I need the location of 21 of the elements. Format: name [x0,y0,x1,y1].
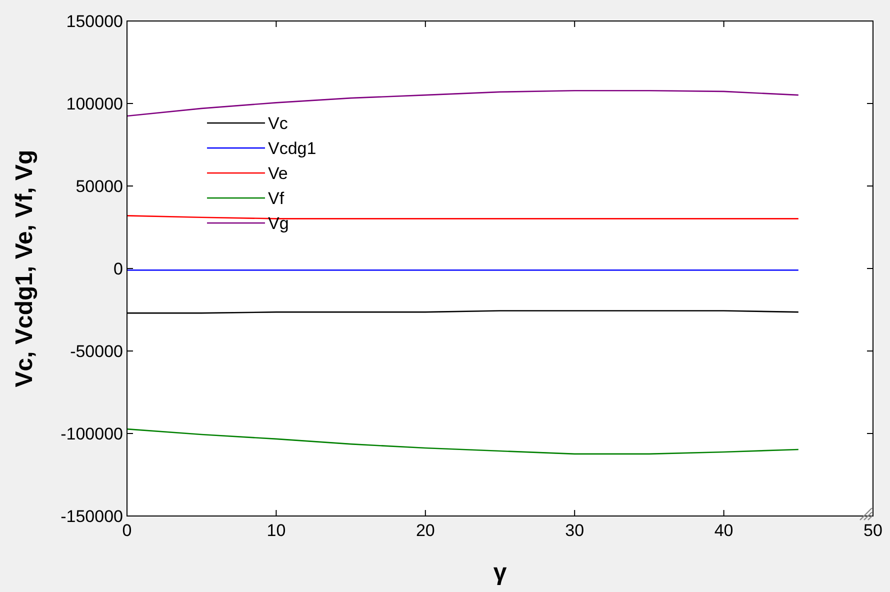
y-tick-label: 150000 [66,12,123,31]
line-series [126,428,800,455]
x-tick-label: 20 [416,521,435,540]
legend-label: Vg [268,214,289,233]
legend-label: Ve [268,164,288,183]
y-tick-label: 0 [114,259,123,278]
legend-label: Vf [268,188,284,208]
y-axis-title: Vc, Vcdg1, Ve, Vf, Vg [11,150,38,388]
legend-label: Vc [268,114,288,133]
y-tick-label: 50000 [76,176,123,196]
y-tick-label: -150000 [60,506,123,526]
legend-label: Vcdg1 [268,138,316,158]
line-series [126,90,800,117]
x-tick-label: 30 [565,521,584,540]
x-tick-label: 10 [266,521,286,540]
y-tick-label: -100000 [60,424,123,444]
x-tick-label: 50 [864,521,882,540]
y-tick-label: 100000 [66,94,123,114]
x-tick-label: 40 [714,521,734,540]
x-axis-title: γ [493,559,508,586]
y-tick-label: -50000 [70,342,123,361]
